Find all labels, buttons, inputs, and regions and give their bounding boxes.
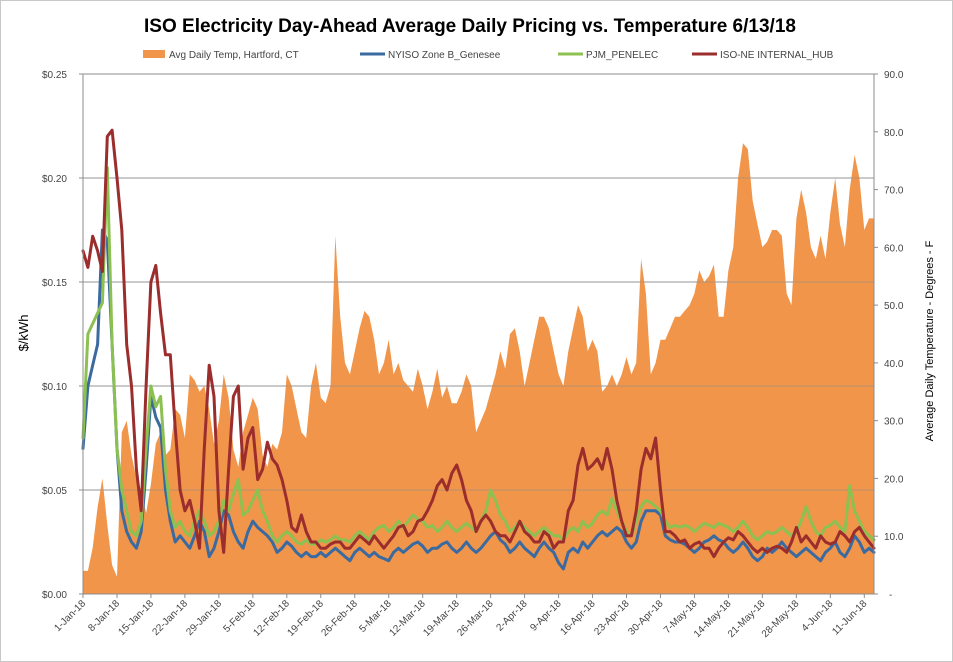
y-tick-label: $0.20 bbox=[42, 174, 67, 185]
y-tick-label: $0.10 bbox=[42, 382, 67, 393]
y2-axis-label: Average Daily Temperature - Degrees - F bbox=[924, 240, 936, 441]
x-tick-label: 26-Feb-18 bbox=[319, 598, 360, 639]
y2-tick-label: 20.0 bbox=[884, 474, 904, 485]
x-tick-label: 1-Jan-18 bbox=[52, 598, 88, 634]
x-tick-label: 29-Jan-18 bbox=[184, 598, 224, 638]
y-tick-label: $0.05 bbox=[42, 486, 67, 497]
x-tick-label: 28-May-18 bbox=[760, 598, 802, 640]
x-tick-label: 23-Apr-18 bbox=[592, 598, 632, 638]
legend: Avg Daily Temp, Hartford, CT NYISO Zone B… bbox=[143, 50, 834, 61]
legend-label: PJM_PENELEC bbox=[586, 50, 658, 61]
x-tick-label: 16-Apr-18 bbox=[558, 598, 598, 638]
legend-item: ISO-NE INTERNAL_HUB bbox=[692, 50, 834, 61]
y2-tick-label: 30.0 bbox=[884, 417, 904, 428]
iso-ne-internal-hub-line bbox=[81, 128, 876, 559]
x-tick-label: 15-Jan-18 bbox=[116, 598, 156, 638]
nyiso-zone-b-genesee-line bbox=[81, 228, 876, 571]
x-tick-label: 26-Mar-18 bbox=[455, 598, 496, 639]
x-tick-label: 11-Jun-18 bbox=[830, 598, 869, 637]
y2-tick-label: - bbox=[889, 590, 892, 601]
y2-tick-label: 80.0 bbox=[884, 128, 904, 139]
y2-tick-label: 90.0 bbox=[884, 70, 904, 81]
legend-label: ISO-NE INTERNAL_HUB bbox=[720, 50, 834, 61]
price-lines-layer bbox=[81, 128, 876, 571]
y2-tick-label: 10.0 bbox=[884, 532, 904, 543]
legend-label: NYISO Zone B_Genesee bbox=[388, 50, 501, 61]
x-tick-label: 2-Apr-18 bbox=[494, 598, 530, 634]
y2-tick-label: 40.0 bbox=[884, 359, 904, 370]
y-tick-label: $0.00 bbox=[42, 590, 67, 601]
y-tick-label: $0.25 bbox=[42, 70, 67, 81]
legend-item: Avg Daily Temp, Hartford, CT bbox=[143, 50, 299, 61]
y2-tick-label: 50.0 bbox=[884, 301, 904, 312]
legend-swatch bbox=[143, 50, 165, 58]
x-tick-label: 22-Jan-18 bbox=[150, 598, 190, 638]
plot-area bbox=[82, 73, 875, 595]
temperature-area bbox=[83, 143, 874, 595]
y2-tick-label: 60.0 bbox=[884, 243, 904, 254]
legend-label: Avg Daily Temp, Hartford, CT bbox=[169, 50, 299, 61]
chart-title: ISO Electricity Day-Ahead Average Daily … bbox=[144, 16, 796, 37]
legend-item: PJM_PENELEC bbox=[558, 50, 658, 61]
y2-tick-label: 70.0 bbox=[884, 186, 904, 197]
temperature-area-layer bbox=[83, 143, 874, 595]
y-axis-label: $/kWh bbox=[16, 315, 31, 352]
legend-item: NYISO Zone B_Genesee bbox=[360, 50, 501, 61]
x-tick-label: 30-Apr-18 bbox=[626, 598, 666, 638]
y-tick-label: $0.15 bbox=[42, 278, 67, 289]
